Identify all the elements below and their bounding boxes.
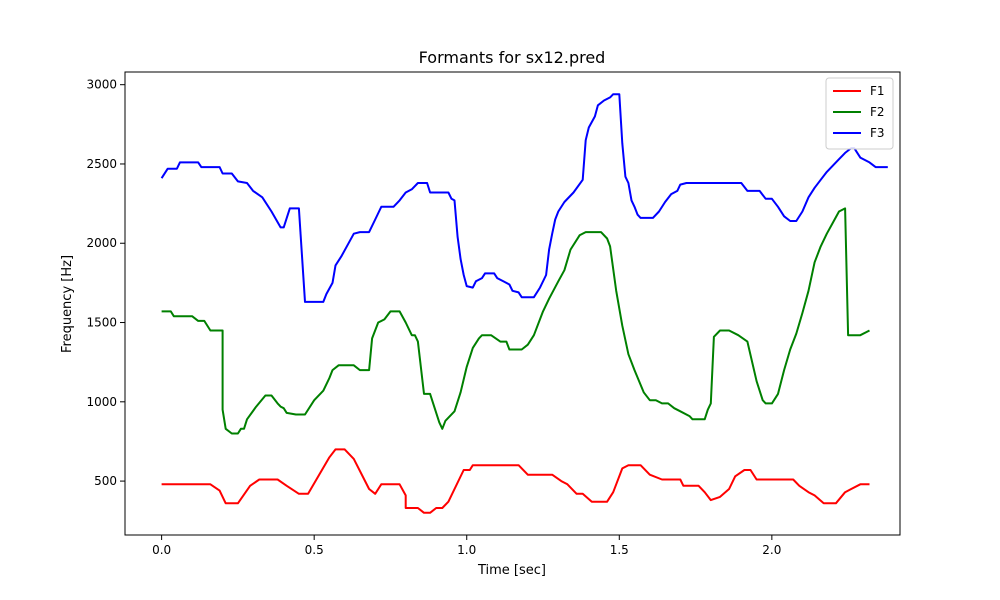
plot-frame <box>124 71 901 536</box>
series-line-f2 <box>161 207 870 435</box>
chart-title: Formants for sx12.pred <box>419 48 606 67</box>
x-axis-label: Time [sec] <box>477 563 546 578</box>
series-line-f3 <box>160 93 888 303</box>
legend: F1 F2 F3 <box>825 77 894 150</box>
plot-area <box>160 93 888 514</box>
y-axis-label: Frequency [Hz] <box>60 255 75 353</box>
y-axis: 500 1000 1500 2000 2500 3000 <box>86 78 125 488</box>
y-tick-label: 1500 <box>86 316 117 330</box>
x-tick-label: 2.0 <box>762 543 781 557</box>
legend-label-f2: F2 <box>870 105 885 119</box>
legend-label-f1: F1 <box>870 84 885 98</box>
legend-box <box>825 77 894 150</box>
legend-label-f3: F3 <box>870 126 885 140</box>
x-axis: 0.0 0.5 1.0 1.5 2.0 <box>152 535 781 557</box>
x-tick-label: 1.0 <box>457 543 476 557</box>
y-tick-label: 500 <box>94 474 117 488</box>
y-tick-label: 2500 <box>86 157 117 171</box>
x-tick-label: 0.0 <box>152 543 171 557</box>
y-tick-label: 1000 <box>86 395 117 409</box>
y-tick-label: 3000 <box>86 78 117 92</box>
series-line-f1 <box>161 448 870 514</box>
y-tick-label: 2000 <box>86 236 117 250</box>
x-tick-label: 1.5 <box>610 543 629 557</box>
x-tick-label: 0.5 <box>305 543 324 557</box>
